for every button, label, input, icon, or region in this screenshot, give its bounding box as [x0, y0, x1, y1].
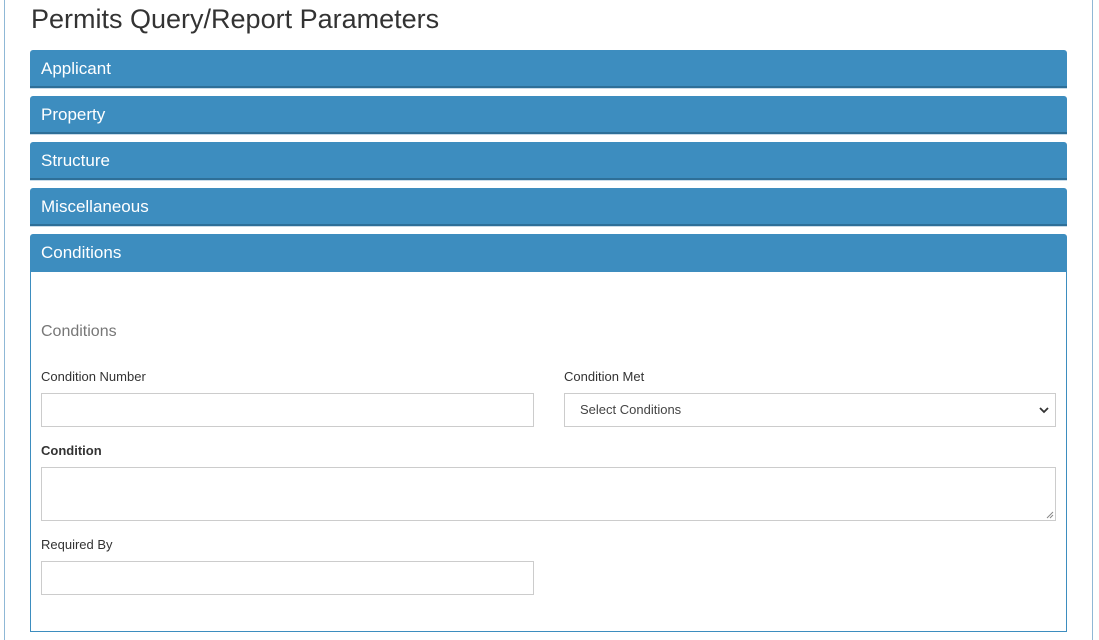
accordion-header-miscellaneous[interactable]: Miscellaneous: [30, 188, 1067, 227]
condition-number-input[interactable]: [41, 393, 534, 427]
condition-met-label: Condition Met: [564, 369, 645, 384]
page-title: Permits Query/Report Parameters: [31, 4, 440, 34]
required-by-input[interactable]: [41, 561, 534, 595]
resize-grip-icon[interactable]: [1045, 510, 1054, 519]
conditions-section-title: Conditions: [41, 323, 117, 340]
chevron-down-icon: [1039, 407, 1049, 414]
accordion-header-conditions[interactable]: Conditions: [30, 234, 1067, 272]
conditions-panel: Conditions Condition Number Condition Me…: [30, 272, 1067, 632]
accordion-header-structure[interactable]: Structure: [30, 142, 1067, 181]
condition-label: Condition: [41, 443, 102, 458]
accordion-header-property[interactable]: Property: [30, 96, 1067, 135]
condition-number-label: Condition Number: [41, 369, 146, 384]
page-frame: [4, 0, 1093, 640]
condition-met-select[interactable]: Select Conditions: [564, 393, 1056, 427]
accordion-header-applicant[interactable]: Applicant: [30, 50, 1067, 89]
condition-textarea[interactable]: [41, 467, 1056, 521]
required-by-label: Required By: [41, 537, 113, 552]
parameters-accordion: Applicant Property Structure Miscellaneo…: [30, 50, 1067, 632]
condition-met-selected-value: Select Conditions: [580, 402, 682, 417]
